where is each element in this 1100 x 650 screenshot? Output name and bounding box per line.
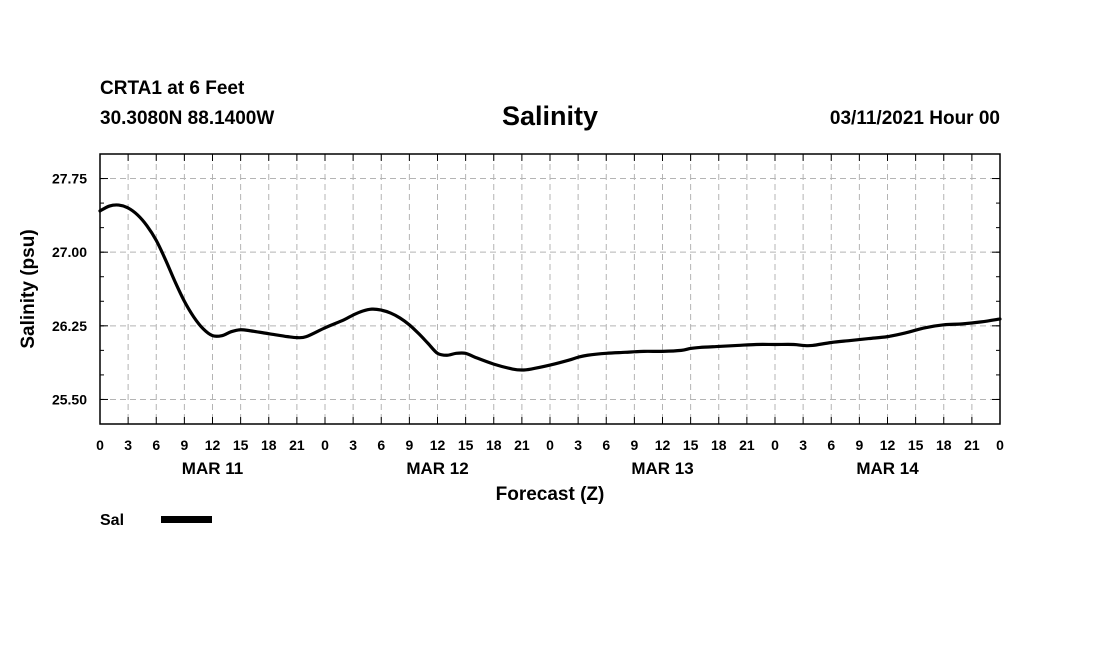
forecast-datetime: 03/11/2021 Hour 00 [830,108,1000,129]
x-tick-label: 12 [430,437,446,453]
x-tick-label: 9 [405,437,413,453]
y-tick-label: 26.25 [52,318,87,334]
x-tick-label: 6 [602,437,610,453]
x-tick-label: 15 [908,437,924,453]
x-tick-labels: 0 3 6 9 12 15 18 21 0 3 6 9 12 15 18 21 0 3 6 9 12 15 18 21 0 3 6 9… [96,437,1004,453]
x-tick-label: 6 [152,437,160,453]
day-label: MAR 12 [406,459,468,478]
x-tick-label: 0 [771,437,779,453]
x-tick-label: 21 [514,437,530,453]
series-line-sal [98,203,1002,372]
x-tick-label: 9 [630,437,638,453]
y-tick-label: 25.50 [52,391,87,407]
x-tick-label: 18 [936,437,952,453]
location-label: 30.3080N 88.1400W [100,108,274,129]
station-label: CRTA1 at 6 Feet [100,78,245,99]
x-tick-label: 3 [574,437,582,453]
x-tick-label: 15 [458,437,474,453]
grid-layer [100,154,1000,424]
x-tick-label: 0 [321,437,329,453]
x-tick-label: 9 [180,437,188,453]
x-tick-label: 0 [546,437,554,453]
x-tick-label: 0 [996,437,1004,453]
x-tick-label: 15 [683,437,699,453]
x-tick-label: 3 [349,437,357,453]
x-tick-label: 12 [880,437,896,453]
x-tick-label: 18 [261,437,277,453]
day-labels: MAR 11 MAR 12 MAR 13 MAR 14 [182,459,919,478]
x-tick-label: 15 [233,437,249,453]
x-tick-label: 9 [855,437,863,453]
x-tick-label: 18 [486,437,502,453]
chart-title: Salinity [502,101,598,131]
y-tick-label: 27.75 [52,171,87,187]
x-tick-label: 12 [655,437,671,453]
y-tick-labels: 25.50 26.25 27.00 27.75 [52,171,87,408]
legend-label-sal: Sal [100,512,124,529]
tick-layer [99,153,1001,425]
legend-swatch-sal [161,516,212,523]
y-tick-label: 27.00 [52,244,87,260]
x-tick-label: 18 [711,437,727,453]
x-tick-label: 12 [205,437,221,453]
x-tick-label: 3 [124,437,132,453]
x-tick-label: 6 [827,437,835,453]
x-tick-label: 21 [289,437,305,453]
x-axis-title: Forecast (Z) [496,484,605,505]
x-tick-label: 3 [799,437,807,453]
x-tick-label: 6 [377,437,385,453]
x-tick-label: 21 [964,437,980,453]
y-axis-title: Salinity (psu) [18,229,39,348]
x-tick-label: 21 [739,437,755,453]
x-tick-label: 0 [96,437,104,453]
day-label: MAR 13 [631,459,693,478]
day-label: MAR 11 [182,459,243,478]
day-label: MAR 14 [856,459,919,478]
